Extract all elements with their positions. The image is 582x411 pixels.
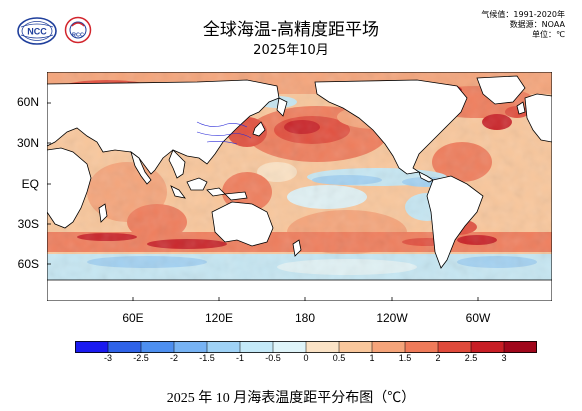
unit-note: 单位：℃: [532, 30, 565, 39]
landmass-australia: [211, 201, 274, 247]
colorbar-tick-label: -1.5: [199, 353, 215, 363]
rcc-logo: RCC: [63, 16, 93, 46]
colorbar-swatch: [273, 341, 307, 353]
colorbar-tick-label: 2: [435, 353, 441, 363]
colorbar-swatch: [405, 341, 439, 353]
colorbar-tick-label: 0: [303, 353, 309, 363]
lon-tick-180: 180: [294, 311, 316, 325]
colorbar-swatch: [438, 341, 472, 353]
colorbar-tick-label: 2.5: [464, 353, 478, 363]
data-source-note: 数据源：NOAA: [509, 20, 565, 29]
colorbar-swatch: [471, 341, 505, 353]
colorbar: [75, 340, 538, 358]
colorbar-tick-label: 3: [501, 353, 507, 363]
colorbar-tick-label: -0.5: [265, 353, 281, 363]
colorbar-tick-label: 1.5: [398, 353, 412, 363]
colorbar-swatch: [174, 341, 208, 353]
landmass-antarctica: [47, 279, 552, 301]
colorbar-tick-label: -1: [235, 353, 244, 363]
ncc-logo: NCC: [17, 16, 57, 46]
lat-tick-60s: 60S: [17, 257, 39, 271]
sst-anomaly-map: [46, 71, 553, 302]
colorbar-tick-label: 0.5: [332, 353, 346, 363]
colorbar-swatch: [372, 341, 406, 353]
landmass-africa: [47, 147, 92, 229]
colorbar-swatch: [141, 341, 175, 353]
colorbar-tick-label: -2.5: [133, 353, 149, 363]
colorbar-tick-label: -2: [169, 353, 178, 363]
rivers: [196, 121, 252, 145]
svg-text:RCC: RCC: [72, 33, 84, 39]
landmasses: [47, 75, 552, 301]
figure-caption: 2025 年 10 月海表温度距平分布图（℃）: [166, 391, 416, 406]
lon-tick-60w: 60W: [465, 311, 491, 325]
map-title: 全球海温-高精度距平场: [202, 20, 380, 40]
lon-tick-60e: 60E: [122, 311, 144, 325]
colorbar-swatch: [504, 341, 538, 353]
climatology-note: 气候值：1991-2020年: [481, 10, 565, 19]
lat-tick-60n: 60N: [16, 95, 39, 109]
colorbar-swatch: [207, 341, 241, 353]
lon-tick-120e: 120E: [204, 311, 234, 325]
colorbar-tick-label: 1: [369, 353, 375, 363]
colorbar-swatch: [240, 341, 274, 353]
colorbar-swatch: [108, 341, 142, 353]
lat-tick-eq: EQ: [21, 177, 39, 191]
axis-ticks: [47, 102, 479, 301]
lon-tick-120w: 120W: [376, 311, 408, 325]
svg-text:NCC: NCC: [27, 27, 47, 37]
lat-tick-30s: 30S: [17, 217, 39, 231]
colorbar-tick-label: -3: [103, 353, 112, 363]
colorbar-swatch: [339, 341, 373, 353]
lat-tick-30n: 30N: [16, 136, 39, 150]
landmass-south-america: [426, 175, 484, 269]
colorbar-swatch: [306, 341, 340, 353]
map-subtitle: 2025年10月: [253, 43, 329, 58]
colorbar-swatch: [75, 341, 109, 353]
